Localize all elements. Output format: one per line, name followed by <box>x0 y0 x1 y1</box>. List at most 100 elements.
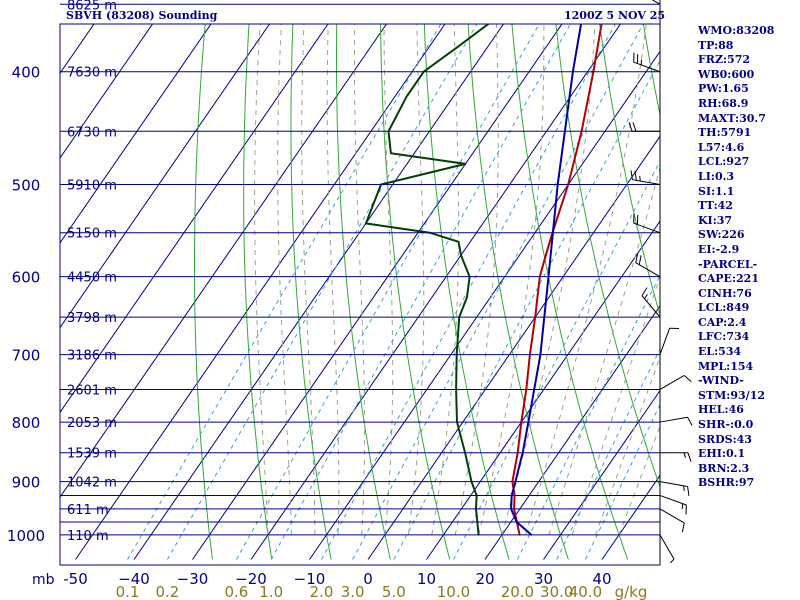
index-line: PW:1.65 <box>698 82 749 96</box>
index-line: BRN:2.3 <box>698 461 750 475</box>
index-line: HEL:46 <box>698 403 744 417</box>
dry-adiabat <box>290 24 332 560</box>
index-line: LI:0.3 <box>698 169 735 183</box>
wind-barb-staff <box>659 328 671 355</box>
index-line: LCL:927 <box>698 155 750 169</box>
dry-adiabat <box>599 24 660 318</box>
wind-barb-feather <box>638 255 642 265</box>
indices-panel: WMO:83208 TP:88 FRZ:572 WB0:600 PW:1.65 RH:68… <box>698 24 798 491</box>
dewpoint-point <box>457 241 460 243</box>
mixing-ratio-label: 2.0 <box>310 583 334 600</box>
height-label: 1042 m <box>67 476 117 491</box>
mixing-ratio-labels: 0.1 0.2 0.6 1.0 2.0 3.0 5.0 10.0 20.0 30.040.0 g/k… <box>116 583 648 600</box>
wind-barb-feather <box>687 452 692 462</box>
isotherms <box>0 0 660 560</box>
index-line: L57:4.6 <box>698 140 745 154</box>
index-line: SI:1.1 <box>698 184 735 198</box>
height-label: 4450 m <box>67 271 117 286</box>
wind-barb-staff <box>633 222 661 234</box>
moist-adiabat <box>407 24 425 535</box>
wind-barb-staff <box>641 295 661 318</box>
moist-adiabat <box>354 24 366 535</box>
pressure-label: 700 <box>12 347 41 365</box>
wind-barb <box>635 253 661 278</box>
index-line: LCL:849 <box>698 301 750 315</box>
pressure-label: 500 <box>12 177 41 195</box>
temperature-tick-label: −30 <box>177 570 209 588</box>
wind-barb-staff <box>651 0 661 5</box>
height-label: 2053 m <box>67 416 117 431</box>
wind-barb-feather <box>635 253 639 263</box>
sounding-date: 1200Z 5 NOV 25 <box>564 9 666 22</box>
pressure-labels: 1002003004005006007008009001000 <box>7 64 45 545</box>
dry-adiabat <box>243 24 273 560</box>
temperature-tick-label: 20 <box>475 570 494 588</box>
wind-barb-half-feather <box>683 485 685 492</box>
index-line: SW:226 <box>698 228 745 242</box>
height-label: 7630 m <box>67 66 117 81</box>
wind-barb <box>633 213 661 234</box>
index-line: LFC:734 <box>698 330 750 344</box>
temperature-tick-label: −10 <box>294 570 326 588</box>
index-line: WB0:600 <box>698 67 755 81</box>
dewpoint-point <box>464 163 467 165</box>
height-label: 6730 m <box>67 125 117 140</box>
isotherm-line <box>250 24 622 560</box>
wind-barb <box>659 494 687 515</box>
isotherm-line <box>309 50 660 560</box>
mixing-ratio-label: 30.0 <box>540 583 573 600</box>
wind-barb-staff <box>659 508 685 524</box>
isotherm-line <box>367 135 660 560</box>
temperature-point <box>545 254 547 256</box>
wind-barb <box>659 416 693 426</box>
mixing-ratio-label: 3.0 <box>341 583 365 600</box>
isotherm-line <box>60 24 329 414</box>
index-line: EI:-2.9 <box>698 242 740 256</box>
index-line: STM:93/12 <box>698 388 765 402</box>
index-line: FRZ:572 <box>698 53 751 67</box>
pressure-unit-label: mb <box>32 572 55 588</box>
dry-adiabat <box>380 24 451 560</box>
dry-adiabat <box>194 24 213 560</box>
dewpoint-point <box>466 296 468 299</box>
temperature-labels: mb -50 −40 −30 −20 −10 0 10 20 30 40 <box>32 570 612 588</box>
height-label: 1539 m <box>67 447 117 462</box>
mixing-ratio-label: 0.6 <box>224 583 248 600</box>
isotherm-line <box>75 24 446 560</box>
wind-barb <box>659 534 675 564</box>
temperature-tick-label: 40 <box>592 570 611 588</box>
index-line: BSHR:97 <box>698 476 755 490</box>
temperature-tick-label: 30 <box>534 570 553 588</box>
wind-barb <box>651 0 661 5</box>
temperature-tick-label: 0 <box>363 570 373 588</box>
pressure-label: 600 <box>12 269 41 287</box>
wind-barb-half-feather <box>670 558 675 564</box>
wind-barb <box>628 122 660 132</box>
index-line: KI:37 <box>698 213 733 227</box>
dewpoint-point <box>405 95 408 98</box>
index-line: SHR-:0.0 <box>698 418 754 432</box>
isotherm-line <box>0 0 427 560</box>
moist-adiabat <box>254 24 269 535</box>
index-line: MPL:154 <box>698 359 754 373</box>
dry-adiabat <box>336 24 391 560</box>
chart-title: SBVH (83208) Sounding <box>66 9 218 22</box>
dewpoint-point <box>460 254 462 256</box>
temperature-tick-label: -50 <box>63 570 88 588</box>
wind-barb-staff <box>659 375 685 390</box>
wind-barb-half-feather <box>639 175 641 182</box>
dry-adiabat <box>511 24 629 560</box>
index-line: TP:88 <box>698 38 734 52</box>
wind-barb <box>633 52 661 73</box>
dry-adiabat <box>467 24 569 560</box>
wind-barb-feather <box>641 287 648 296</box>
index-line: WMO:83208 <box>698 24 775 37</box>
isotherm-line <box>426 220 660 560</box>
height-label: 2601 m <box>67 383 117 398</box>
temperature-tick-label: −20 <box>235 570 267 588</box>
pressure-label: 800 <box>12 414 41 432</box>
wind-barb <box>659 508 685 533</box>
temperature-tick-label: −40 <box>118 570 150 588</box>
wind-barb-feather <box>687 486 690 496</box>
mixing-ratio-label: 40.0 <box>569 583 602 600</box>
